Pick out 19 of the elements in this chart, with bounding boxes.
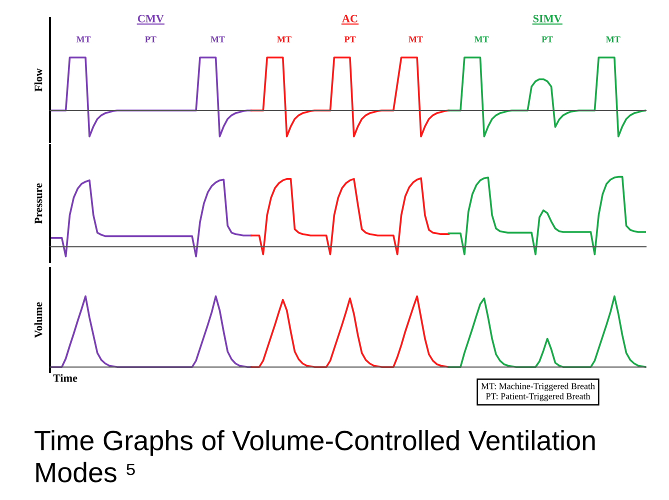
text: MT <box>408 36 423 42</box>
text: MT: Machine-Triggered Breath <box>481 382 595 392</box>
text: CMV <box>138 14 164 22</box>
text: MT <box>474 36 489 42</box>
text: MT <box>277 36 292 42</box>
y-axis-title: Flow <box>34 68 42 92</box>
text: PT <box>542 36 553 42</box>
x-axis-title: Time <box>53 374 78 382</box>
text: MT <box>76 36 91 42</box>
text: MT <box>606 36 620 42</box>
text: PT <box>344 36 356 42</box>
text: PT <box>145 36 156 42</box>
text: Time Graphs of Volume-Controlled Ventilation Modes ⁵ <box>34 430 595 482</box>
text: SIMV <box>533 14 562 22</box>
y-axis-title: Pressure <box>34 183 42 224</box>
y-axis-title: Volume <box>34 302 42 338</box>
text: PT: Patient-Triggered Breath <box>486 392 590 402</box>
text: AC <box>342 14 358 22</box>
text: MT <box>210 36 225 42</box>
